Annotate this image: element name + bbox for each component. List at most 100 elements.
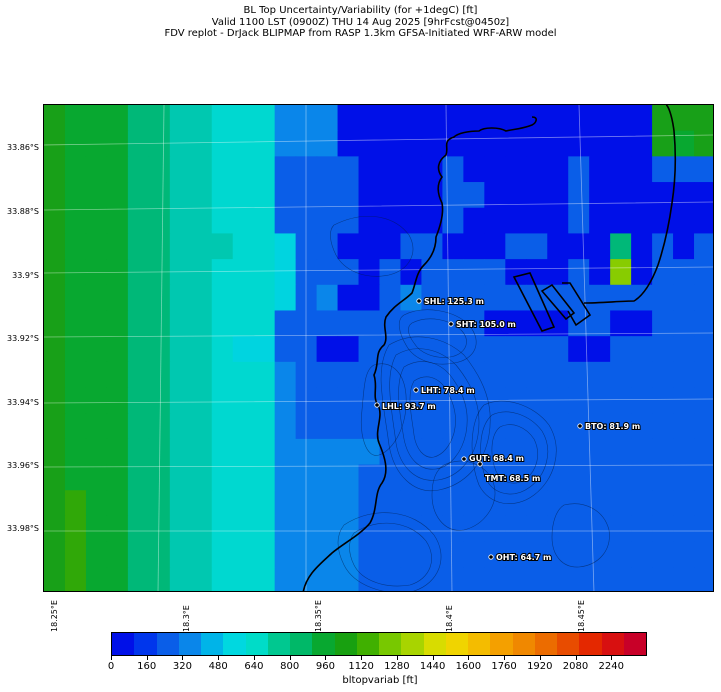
grid-cell <box>190 438 213 466</box>
grid-cell <box>442 105 464 132</box>
site-marker[interactable] <box>488 554 494 560</box>
grid-cell <box>589 567 611 591</box>
colorbar-tick-mark <box>253 656 255 660</box>
grid-cell <box>589 182 611 209</box>
grid-cell <box>295 541 318 568</box>
site-marker[interactable] <box>448 321 454 327</box>
grid-cell <box>484 130 506 157</box>
grid-cell <box>148 336 171 363</box>
grid-cell <box>610 387 632 414</box>
grid-cell <box>463 284 485 312</box>
grid-cell <box>64 541 87 568</box>
site-marker[interactable] <box>413 387 419 393</box>
terrain-contours <box>330 215 610 591</box>
grid-cell <box>442 438 464 466</box>
colorbar-swatch <box>267 633 290 655</box>
grid-cell <box>484 515 506 543</box>
site-label: GUT: 68.4 m <box>469 454 524 463</box>
grid-cell <box>64 207 87 235</box>
grid-cell <box>400 567 423 591</box>
grid-cell <box>631 336 653 363</box>
grid-cell <box>127 515 150 543</box>
grid-cell <box>400 156 423 183</box>
grid-cell <box>568 464 590 491</box>
grid-cell <box>484 567 506 591</box>
site-marker[interactable] <box>461 456 467 462</box>
grid-cell <box>148 207 171 235</box>
grid-cell <box>673 567 695 591</box>
grid-cell <box>274 541 297 568</box>
title-line-1: BL Top Uncertainty/Variability (for +1de… <box>243 5 478 16</box>
grid-cell <box>106 310 129 337</box>
grid-cell <box>211 259 234 286</box>
grid-cell <box>400 464 423 491</box>
grid-cell <box>442 259 464 286</box>
grid-cell <box>400 105 423 132</box>
grid-cell <box>505 310 527 337</box>
grid-cell <box>547 207 569 235</box>
site-marker[interactable] <box>374 402 380 408</box>
grid-cell <box>106 387 129 414</box>
grid-cell <box>169 207 192 235</box>
grid-cell <box>400 130 423 157</box>
colorbar-tick-mark <box>146 656 148 660</box>
grid-cell <box>421 490 444 517</box>
grid-cell <box>694 361 713 389</box>
grid-cell <box>673 182 695 209</box>
colorbar-tick-mark <box>575 656 577 660</box>
grid-cell <box>694 284 713 312</box>
grid-cell <box>694 413 713 440</box>
grid-cell <box>253 284 276 312</box>
grid-cell <box>190 156 213 183</box>
grid-cell <box>127 413 150 440</box>
grid-cell <box>169 130 192 157</box>
grid-cell <box>148 387 171 414</box>
grid-cell <box>421 336 444 363</box>
grid-cell <box>85 259 108 286</box>
grid-cell <box>337 387 360 414</box>
grid-cell <box>44 413 66 440</box>
grid-cell <box>694 490 713 517</box>
grid-cell <box>148 515 171 543</box>
grid-cell <box>316 105 339 132</box>
grid-cell <box>127 541 150 568</box>
colorbar-swatch <box>201 633 224 655</box>
grid-cell <box>652 156 674 183</box>
grid-cell <box>547 156 569 183</box>
grid-cell <box>652 387 674 414</box>
site-marker[interactable] <box>477 461 483 467</box>
grid-cell <box>64 156 87 183</box>
grid-cell <box>652 567 674 591</box>
grid-cell <box>442 464 464 491</box>
site-marker[interactable] <box>416 298 422 304</box>
grid-cell <box>421 541 444 568</box>
grid-cell <box>211 515 234 543</box>
grid-cell <box>190 464 213 491</box>
grid-cell <box>106 182 129 209</box>
grid-cell <box>568 182 590 209</box>
forecast-map[interactable]: SHL: 125.3 m SHT: 105.0 m LHT: 78.4 m LHL: … <box>43 104 714 592</box>
colorbar-tick-label: 1440 <box>419 661 446 672</box>
grid-cell <box>463 156 485 183</box>
grid-cell <box>631 515 653 543</box>
grid-cell <box>526 207 548 235</box>
colorbar-swatch <box>490 633 513 655</box>
grid-cell <box>295 182 318 209</box>
site-marker[interactable] <box>577 423 583 429</box>
grid-cell <box>673 156 695 183</box>
grid-cell <box>547 361 569 389</box>
grid-cell <box>484 387 506 414</box>
grid-cell <box>463 541 485 568</box>
grid-cell <box>379 541 402 568</box>
colorbar-tick-mark <box>432 656 434 660</box>
site-label: LHL: 93.7 m <box>382 402 436 411</box>
grid-cell <box>358 336 381 363</box>
grid-cell <box>505 156 527 183</box>
grid-cell <box>211 490 234 517</box>
grid-cell <box>379 310 402 337</box>
grid-cell <box>694 567 713 591</box>
grid-cell <box>358 233 381 260</box>
grid-cell <box>169 284 192 312</box>
grid-cell <box>358 207 381 235</box>
grid-cell <box>127 567 150 591</box>
